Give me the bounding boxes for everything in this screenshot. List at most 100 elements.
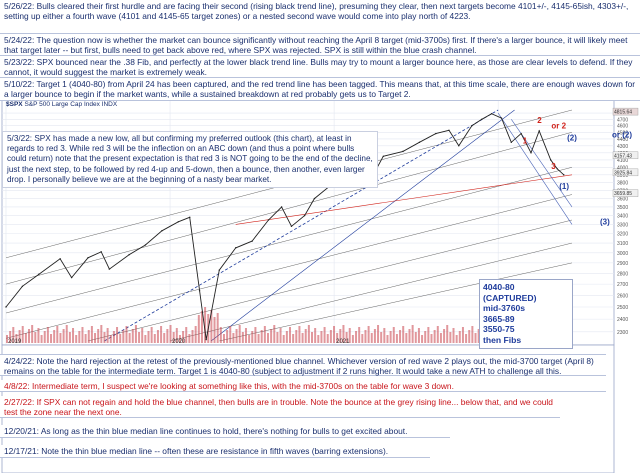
trend-line [219, 262, 573, 342]
note-text: Intermediate term, I suspect we're looki… [31, 381, 454, 391]
price-point [481, 118, 483, 121]
target-line: then Fibs [483, 334, 522, 345]
volume-bar [477, 329, 480, 343]
volume-bar [408, 329, 411, 343]
volume-bar [314, 328, 317, 343]
note-text: If SPX can not regain and hold the blue … [4, 397, 553, 418]
chart-header: $SPX S&P 500 Large Cap Index INDX [6, 101, 117, 108]
exchange-label: INDX [101, 101, 118, 108]
volume-bar [128, 333, 131, 343]
volume-bar [304, 329, 307, 343]
volume-bar [348, 328, 351, 343]
y-tick-label: 3300 [617, 222, 628, 228]
note-date: 12/20/21: [4, 426, 39, 436]
volume-bar [257, 334, 260, 343]
volume-bar [68, 332, 71, 343]
y-tick-label: 3100 [617, 241, 628, 247]
volume-bar [226, 330, 229, 343]
volume-bar [392, 327, 395, 343]
price-point [280, 206, 283, 208]
price-point [189, 216, 191, 219]
volume-bar [153, 334, 156, 343]
note-5-24: 5/24/22: The question now is whether the… [0, 34, 640, 56]
volume-bar [430, 334, 433, 343]
wave-label: (2) [567, 133, 577, 142]
price-point [435, 132, 437, 135]
volume-bar [166, 329, 169, 343]
price-point [500, 117, 503, 119]
note-5-23: 5/23/22: SPX bounced near the .38 Fib, a… [0, 56, 640, 78]
volume-bar [329, 330, 332, 343]
wave-label: 3 [551, 162, 556, 171]
volume-bar [172, 332, 175, 343]
volume-bar [53, 330, 56, 343]
price-point [177, 221, 179, 223]
price-point [87, 257, 89, 259]
volume-bar [37, 328, 40, 343]
volume-bar [191, 330, 194, 343]
note-text: SPX bounced near the .38 Fib, and perfec… [4, 57, 633, 78]
volume-bar [56, 326, 59, 343]
volume-bar [100, 325, 103, 343]
price-point [100, 251, 102, 253]
volume-bar [320, 331, 323, 343]
volume-bar [109, 335, 112, 343]
price-point [70, 276, 73, 279]
note-text: Note the thin blue median line -- often … [41, 446, 389, 456]
volume-bar [367, 326, 370, 343]
volume-bar [358, 327, 361, 343]
volume-bar [134, 325, 137, 343]
price-point [556, 168, 558, 170]
volume-bar [326, 334, 329, 343]
note-text: Bulls cleared their first hurdle and are… [4, 1, 629, 22]
volume-bar [427, 327, 430, 343]
price-level-label: 4815.64 [614, 110, 632, 116]
volume-bar [452, 328, 455, 343]
volume-bar [443, 329, 446, 343]
volume-bar [90, 326, 93, 343]
note-5-26: 5/26/22: Bulls cleared their first hurdl… [0, 0, 640, 34]
volume-bar [351, 335, 354, 343]
y-tick-label: 4700 [617, 117, 628, 123]
y-tick-label: 2300 [617, 330, 628, 336]
volume-bar [59, 333, 62, 343]
price-level-tag [612, 189, 639, 197]
volume-bar [405, 333, 408, 343]
volume-bar [169, 325, 172, 343]
volume-bar [311, 332, 314, 343]
volume-bar [458, 331, 461, 343]
note-text: The question now is whether the market c… [4, 35, 628, 56]
trend-line [87, 219, 573, 342]
volume-bar [298, 326, 301, 343]
volume-bar [421, 335, 424, 343]
note-12-17: 12/17/21: Note the thin blue median line… [0, 445, 430, 458]
blue-channel-line [104, 109, 499, 342]
y-tick-label: 4000 [617, 165, 628, 171]
volume-bar [94, 333, 97, 343]
price-point [402, 150, 404, 153]
price-point [234, 247, 237, 249]
note-4-8: 4/8/22: Intermediate term, I suspect we'… [0, 380, 606, 392]
targets-box: 4040-80 (CAPTURED) mid-3760s 3665-89 355… [479, 279, 573, 349]
volume-bar [138, 332, 141, 343]
note-5-10: 5/10/22: Target 1 (4040-80) from April 2… [0, 78, 640, 101]
volume-bar [292, 334, 295, 343]
volume-bar [386, 335, 389, 343]
spx-price-line [5, 113, 565, 340]
volume-bar [34, 332, 37, 343]
price-point [128, 254, 130, 256]
volume-bar [323, 327, 326, 343]
note-text: Target 1 (4040-80) from April 24 has bee… [4, 79, 636, 100]
price-point [198, 290, 201, 292]
note-date: 12/17/21: [4, 446, 39, 456]
y-tick-label: 3400 [617, 214, 628, 220]
wave-label: or (2) [612, 131, 632, 140]
volume-bar [65, 325, 68, 343]
volume-bar [112, 331, 115, 343]
price-level-tag [612, 151, 639, 160]
volume-bar [147, 331, 150, 343]
volume-bar [12, 327, 15, 343]
volume-bar [389, 331, 392, 343]
trend-channels [5, 109, 573, 342]
note-date: 5/26/22: [4, 1, 35, 11]
